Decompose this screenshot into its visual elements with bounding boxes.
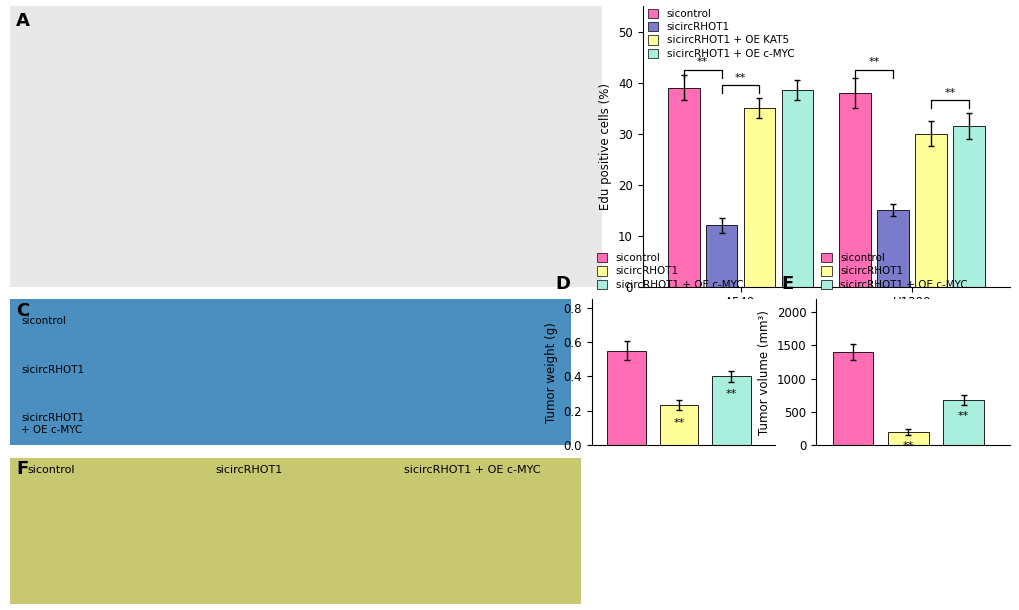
Text: **: ** [902,440,913,451]
Bar [943,400,983,445]
Legend: sicontrol, sicircRHOT1, sicircRHOT1 + OE c-MYC: sicontrol, sicircRHOT1, sicircRHOT1 + OE… [820,253,967,290]
Bar [711,376,750,445]
Y-axis label: Edu positive cells (%): Edu positive cells (%) [599,83,611,210]
Legend: sicontrol, sicircRHOT1, sicircRHOT1 + OE c-MYC: sicontrol, sicircRHOT1, sicircRHOT1 + OE… [596,253,743,290]
Bar [606,351,645,445]
Legend: sicontrol, sicircRHOT1, sicircRHOT1 + OE KAT5, sicircRHOT1 + OE c-MYC: sicontrol, sicircRHOT1, sicircRHOT1 + OE… [647,9,794,59]
Text: sicircRHOT1: sicircRHOT1 [21,365,85,375]
Text: sicircRHOT1
+ OE c-MYC: sicircRHOT1 + OE c-MYC [21,413,85,435]
Text: **: ** [696,57,707,67]
Text: **: ** [944,88,955,98]
Y-axis label: Tumor volume (mm³): Tumor volume (mm³) [757,310,770,434]
Bar [876,210,908,287]
Text: E: E [781,275,793,293]
Text: **: ** [726,389,737,400]
Text: **: ** [957,411,968,422]
Text: A: A [16,12,30,30]
Bar [832,352,872,445]
Text: sicontrol: sicontrol [28,465,74,475]
Bar [743,108,774,287]
Bar [839,93,870,287]
Bar [667,88,699,287]
Bar [952,126,983,287]
Text: sicircRHOT1: sicircRHOT1 [216,465,283,475]
Text: **: ** [734,73,746,82]
Bar [914,134,946,287]
Bar [781,90,812,287]
Text: **: ** [867,57,878,67]
Text: **: ** [673,418,684,428]
Bar [705,226,737,287]
Y-axis label: Tumor weight (g): Tumor weight (g) [544,321,557,423]
Text: sicontrol: sicontrol [21,317,66,326]
Bar [659,405,698,445]
Bar [888,432,927,445]
Text: sicircRHOT1 + OE c-MYC: sicircRHOT1 + OE c-MYC [404,465,540,475]
Text: D: D [554,275,570,293]
Text: C: C [16,302,29,320]
Text: F: F [16,461,29,478]
